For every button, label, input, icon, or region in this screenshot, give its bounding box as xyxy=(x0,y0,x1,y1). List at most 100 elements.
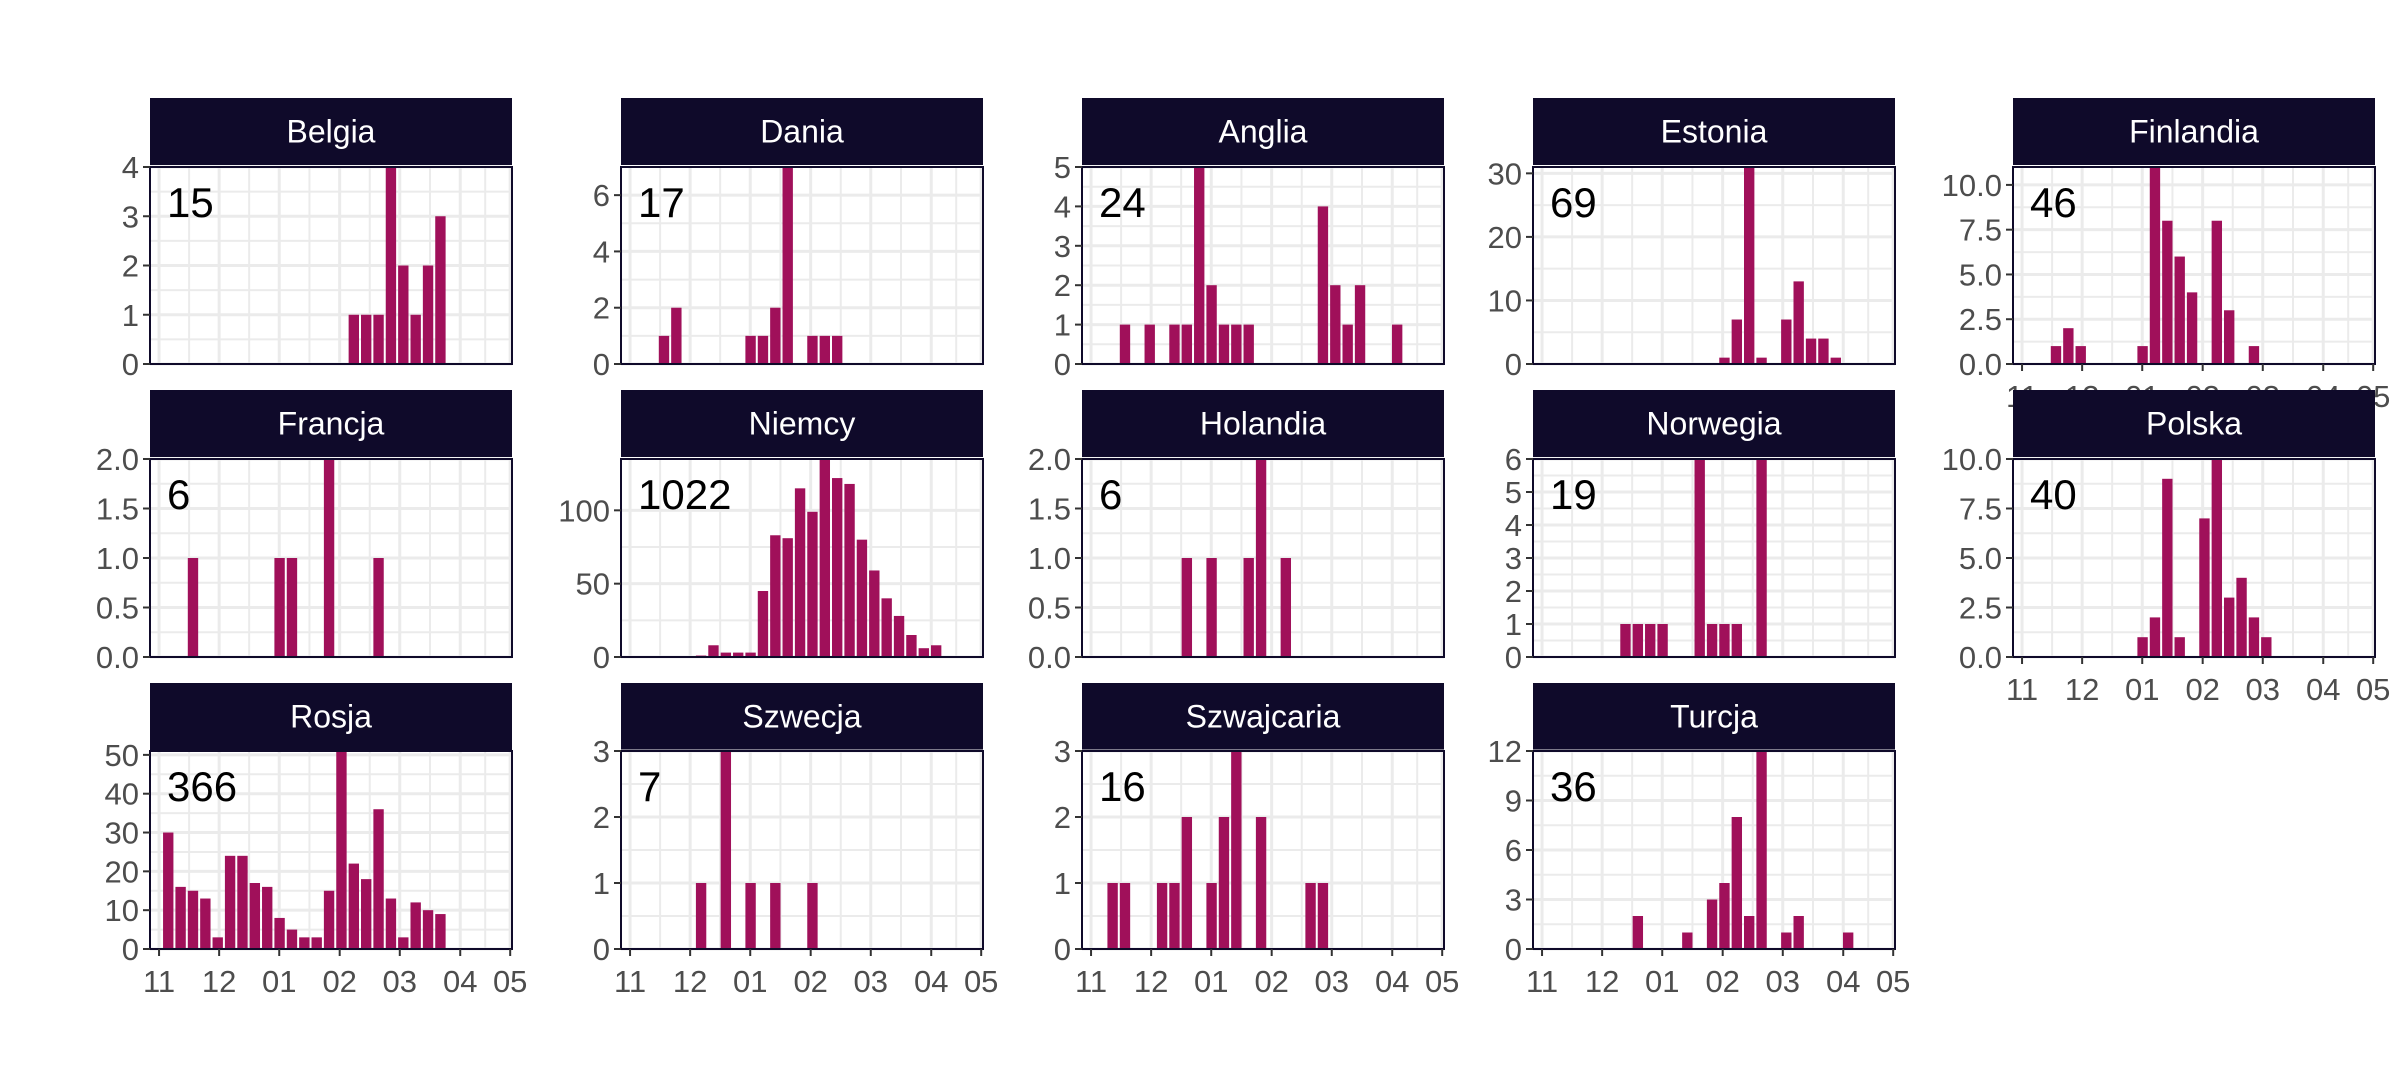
y-tick-label: 1.5 xyxy=(1028,492,1071,527)
x-tick-label: 02 xyxy=(1705,964,1739,999)
y-tick-label: 2 xyxy=(1054,800,1071,835)
histogram-bar xyxy=(187,558,199,657)
histogram-bar xyxy=(435,216,446,364)
panel-border xyxy=(2012,166,2376,365)
y-tick-label: 0 xyxy=(1505,347,1522,382)
x-tick-label: 01 xyxy=(733,964,767,999)
histogram-bar xyxy=(435,914,446,949)
histogram-bar xyxy=(1206,883,1217,949)
y-tick-label: 5 xyxy=(1505,475,1522,510)
y-tick-label: 10 xyxy=(105,893,139,928)
histogram-bar xyxy=(1830,357,1841,364)
histogram-bar xyxy=(422,265,434,364)
histogram-bar xyxy=(869,570,880,657)
facet-total-count: 19 xyxy=(1550,471,1597,518)
histogram-bar xyxy=(1719,883,1730,949)
histogram-bar xyxy=(1805,338,1817,364)
y-tick-label: 2.0 xyxy=(1028,442,1071,477)
x-tick-label: 05 xyxy=(2356,672,2390,707)
histogram-bar xyxy=(1305,883,1316,949)
y-tick-label: 0.5 xyxy=(1028,591,1071,626)
y-tick-label: 4 xyxy=(1054,189,1071,224)
x-tick-label: 12 xyxy=(1585,964,1619,999)
facet-strip xyxy=(1533,683,1895,750)
histogram-bar xyxy=(770,883,781,949)
facet-strip-label: Turcja xyxy=(1670,699,1758,735)
y-tick-label: 1 xyxy=(1505,607,1522,642)
histogram-bar xyxy=(733,652,744,657)
histogram-bar xyxy=(1793,281,1804,364)
x-tick-label: 01 xyxy=(1645,964,1679,999)
x-tick-label: 02 xyxy=(322,964,356,999)
x-tick-label: 11 xyxy=(1075,964,1107,999)
histogram-bar xyxy=(782,167,793,364)
histogram-bar xyxy=(373,314,384,364)
y-tick-label: 3 xyxy=(1505,541,1522,576)
x-tick-label: 11 xyxy=(1526,964,1558,999)
histogram-bar xyxy=(286,558,298,657)
histogram-bar xyxy=(881,598,892,657)
panel-border xyxy=(620,750,984,950)
y-tick-label: 6 xyxy=(1505,833,1522,868)
facet-strip-label: Rosja xyxy=(290,699,372,735)
histogram-bar xyxy=(2162,220,2173,364)
histogram-bar xyxy=(200,898,211,949)
histogram-bar xyxy=(1280,558,1292,657)
facet-total-count: 1022 xyxy=(638,471,731,518)
histogram-bar xyxy=(2174,637,2185,657)
x-tick-label: 01 xyxy=(1194,964,1228,999)
y-tick-label: 2 xyxy=(593,800,610,835)
histogram-bar xyxy=(1756,751,1767,949)
histogram-bar xyxy=(856,539,868,657)
x-tick-label: 03 xyxy=(2246,672,2280,707)
histogram-bar xyxy=(1317,883,1329,949)
histogram-bar xyxy=(1744,916,1755,949)
histogram-bar xyxy=(757,591,769,657)
histogram-bar xyxy=(1119,883,1131,949)
histogram-bar xyxy=(2224,310,2235,364)
histogram-bar xyxy=(1632,624,1644,657)
y-tick-label: 1 xyxy=(122,298,139,333)
facet-strip-label: Dania xyxy=(760,114,844,150)
histogram-bar xyxy=(163,832,174,949)
histogram-bar xyxy=(1218,324,1230,364)
histogram-bar xyxy=(385,167,397,364)
y-tick-label: 2.5 xyxy=(1959,591,2002,626)
facet-strip-label: Finlandia xyxy=(2129,114,2259,150)
x-tick-label: 04 xyxy=(1375,964,1409,999)
histogram-bar xyxy=(1206,558,1217,657)
histogram-bar xyxy=(2050,346,2062,364)
histogram-bar xyxy=(1632,916,1644,949)
facet-strip-label: Niemcy xyxy=(749,406,856,442)
y-tick-label: 4 xyxy=(1505,508,1522,543)
histogram-bar xyxy=(1657,624,1668,657)
x-tick-label: 03 xyxy=(383,964,417,999)
x-tick-label: 04 xyxy=(443,964,477,999)
y-tick-label: 0.0 xyxy=(96,640,139,675)
histogram-bar xyxy=(1694,459,1705,657)
histogram-bar xyxy=(2174,256,2185,364)
y-tick-label: 7.5 xyxy=(1959,213,2002,248)
histogram-bar xyxy=(2075,346,2086,364)
histogram-bar xyxy=(1181,324,1193,364)
histogram-bar xyxy=(348,863,360,949)
y-tick-label: 0.0 xyxy=(1959,347,2002,382)
histogram-bar xyxy=(844,483,855,657)
histogram-bar xyxy=(770,307,781,364)
histogram-bar xyxy=(2137,637,2148,657)
y-tick-label: 0.0 xyxy=(1959,640,2002,675)
histogram-bar xyxy=(398,937,409,949)
x-tick-label: 11 xyxy=(143,964,175,999)
facet-strip xyxy=(150,390,512,457)
y-tick-label: 2 xyxy=(122,249,139,284)
histogram-bar xyxy=(1781,932,1792,949)
histogram-bar xyxy=(361,314,372,364)
y-tick-label: 6 xyxy=(1505,442,1522,477)
facet-total-count: 6 xyxy=(1099,471,1122,518)
histogram-bar xyxy=(1342,324,1353,364)
y-tick-label: 3 xyxy=(593,734,610,769)
histogram-bar xyxy=(807,511,818,657)
histogram-bar xyxy=(832,478,843,657)
histogram-bar xyxy=(1682,932,1693,949)
histogram-bar xyxy=(782,538,793,657)
